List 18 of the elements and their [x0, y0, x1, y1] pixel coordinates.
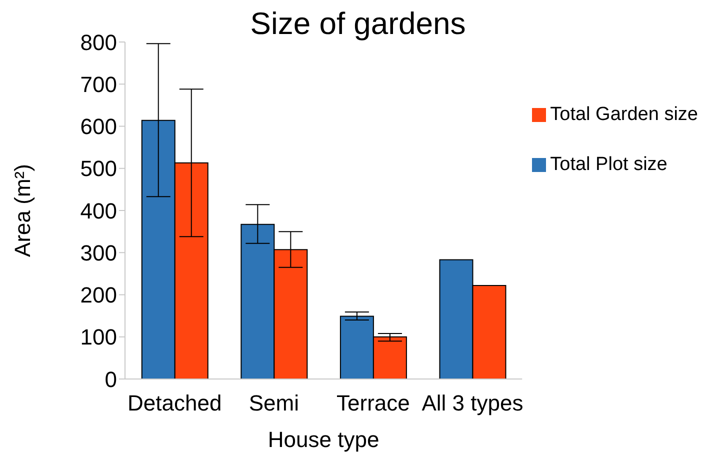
- y-tick-label: 300: [80, 240, 117, 266]
- y-tick-label: 100: [80, 324, 117, 350]
- y-tick-label: 200: [80, 282, 117, 308]
- x-tick-label: Semi: [248, 390, 299, 416]
- x-axis-title: House type: [268, 427, 380, 452]
- y-tick-label: 400: [80, 198, 117, 224]
- y-tick-label: 0: [104, 366, 117, 392]
- y-axis-title: Area (m²): [10, 164, 35, 257]
- legend-label: Total Garden size: [550, 104, 698, 125]
- y-tick-label: 500: [80, 156, 117, 182]
- x-tick-label: All 3 types: [422, 390, 524, 416]
- x-tick-label: Terrace: [336, 390, 410, 416]
- y-tick-label: 700: [80, 72, 117, 97]
- y-tick-label: 600: [80, 114, 117, 140]
- x-tick-label: Detached: [128, 390, 222, 416]
- y-tick-label: 800: [80, 30, 117, 55]
- chart-title: Size of gardens: [250, 6, 466, 41]
- legend-label: Total Plot size: [550, 154, 668, 175]
